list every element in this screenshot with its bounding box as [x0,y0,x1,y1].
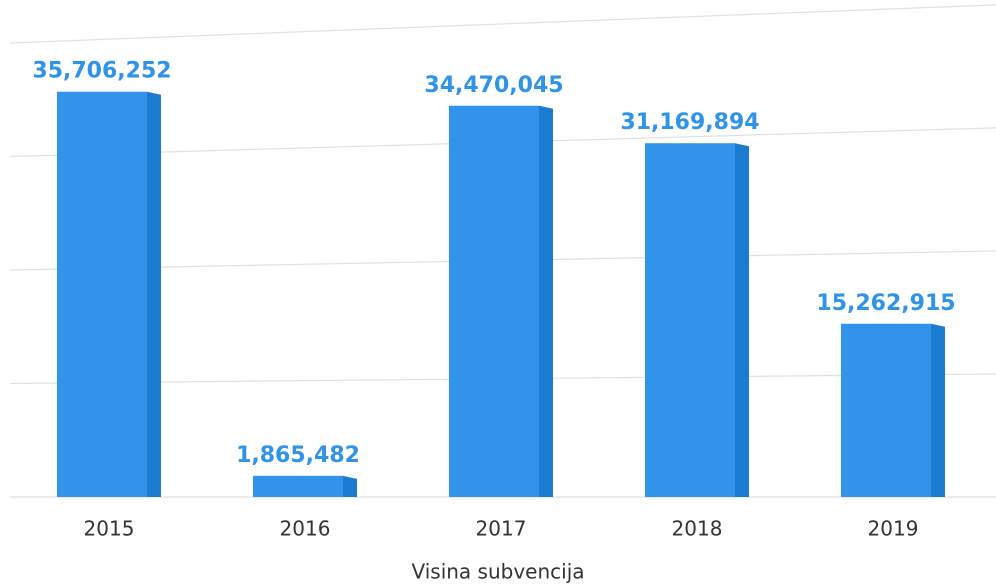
bar-side [343,475,357,497]
bar-side [147,91,161,497]
value-label: 1,865,482 [236,443,360,468]
grid-line [9,4,996,44]
bar-side [931,323,945,497]
bar [253,475,343,497]
x-tick-label: 2019 [868,517,919,541]
value-label: 31,169,894 [620,110,759,135]
value-label: 35,706,252 [32,59,171,84]
bar-side [539,105,553,498]
bar [645,143,735,497]
bar [449,105,539,498]
bar-side [735,143,749,497]
x-tick-label: 2018 [672,517,723,541]
bar [57,91,147,497]
x-axis-label: Visina subvencija [411,560,584,584]
value-label: 34,470,045 [424,73,563,98]
bar [841,323,931,497]
x-tick-label: 2016 [280,517,331,541]
x-tick-label: 2017 [476,517,527,541]
x-tick-label: 2015 [84,517,135,541]
value-label: 15,262,915 [816,291,955,316]
